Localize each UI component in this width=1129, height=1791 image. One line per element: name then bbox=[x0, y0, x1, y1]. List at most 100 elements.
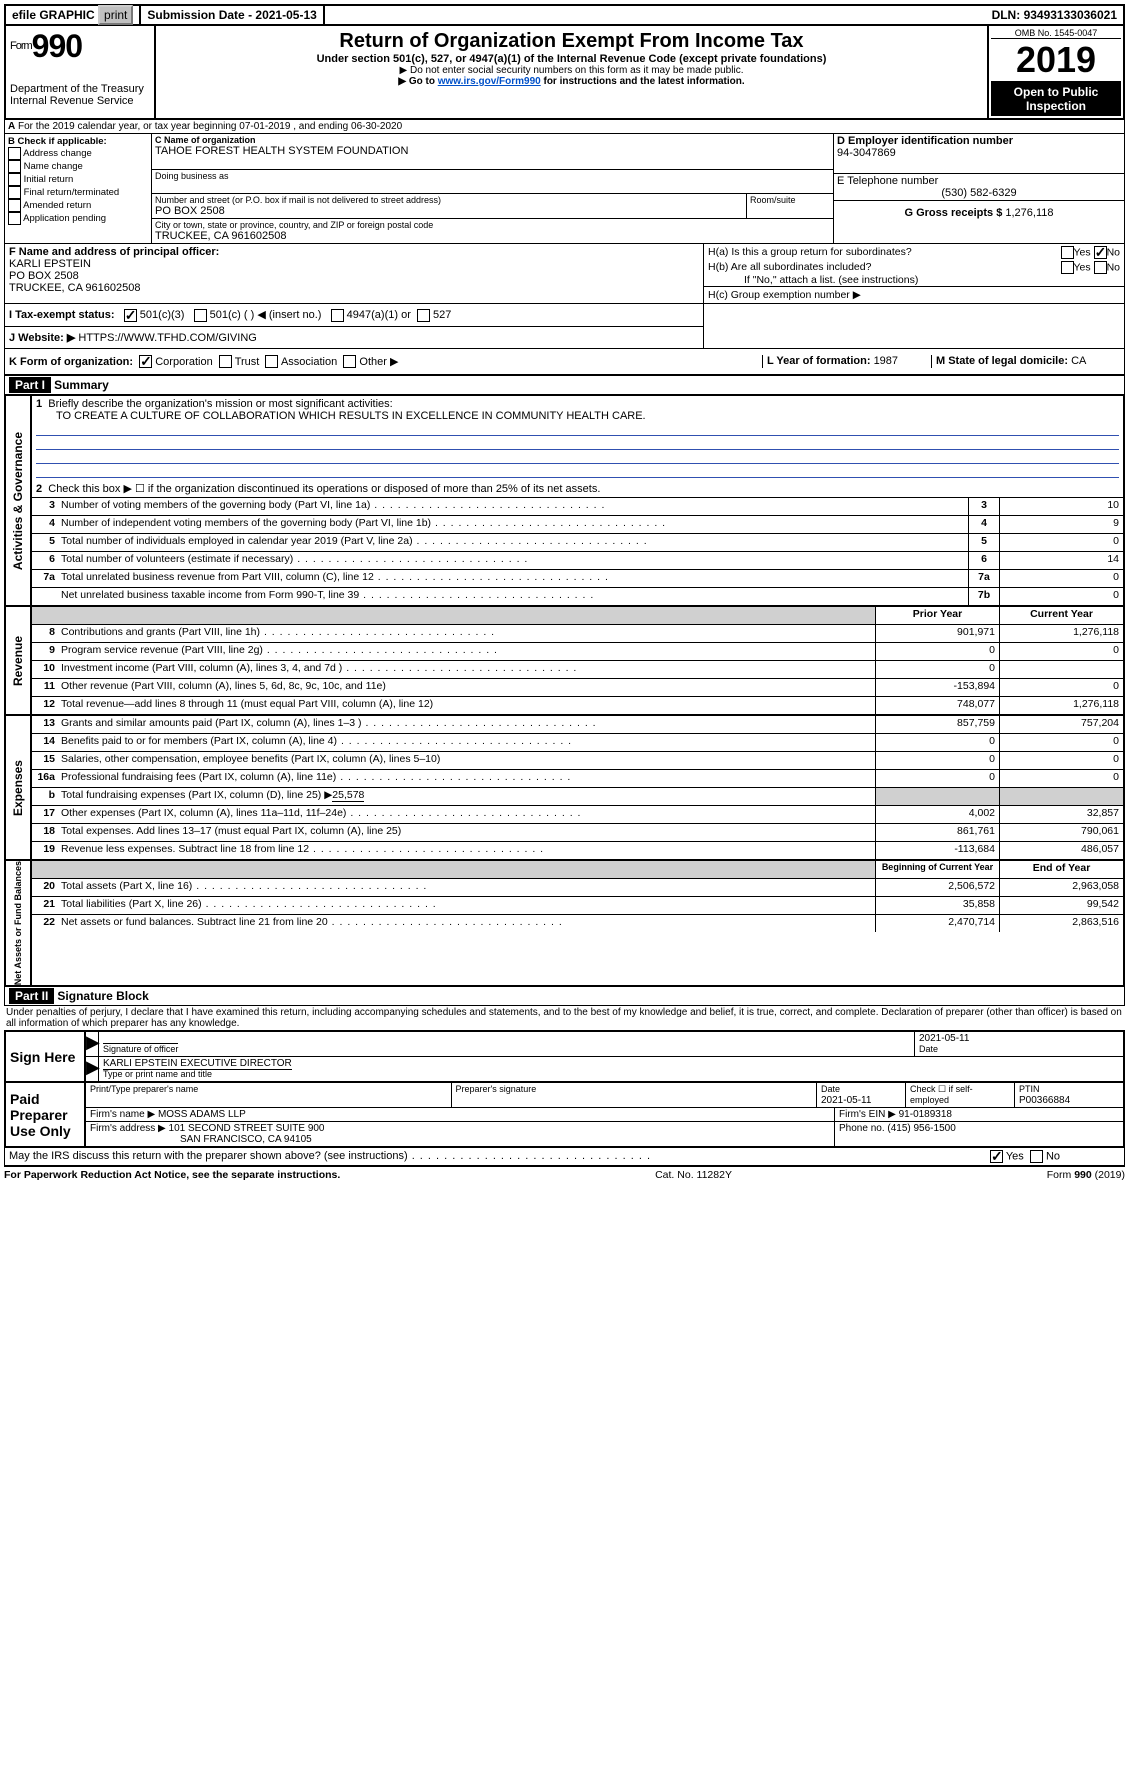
val6: 14 bbox=[999, 552, 1123, 569]
final-return-checkbox[interactable] bbox=[8, 186, 21, 199]
dba-label: Doing business as bbox=[155, 171, 830, 181]
val5: 0 bbox=[999, 534, 1123, 551]
paid-preparer-label: Paid Preparer Use Only bbox=[6, 1083, 86, 1146]
dept-label: Department of the Treasury Internal Reve… bbox=[10, 83, 150, 107]
section-f: F Name and address of principal officer:… bbox=[5, 244, 704, 303]
sig-officer-label: Signature of officer bbox=[103, 1043, 178, 1054]
discuss-no-checkbox[interactable] bbox=[1030, 1150, 1043, 1163]
tab-net-assets: Net Assets or Fund Balances bbox=[6, 861, 32, 985]
line19: Revenue less expenses. Subtract line 18 … bbox=[58, 842, 875, 859]
line6: Total number of volunteers (estimate if … bbox=[58, 552, 968, 569]
c-name-label: C Name of organization bbox=[155, 135, 830, 145]
4947-checkbox[interactable] bbox=[331, 309, 344, 322]
corp-checkbox[interactable] bbox=[139, 355, 152, 368]
note-ssn: ▶ Do not enter social security numbers o… bbox=[160, 65, 983, 76]
hdr-beg: Beginning of Current Year bbox=[875, 861, 999, 878]
dln: DLN: 93493133036021 bbox=[986, 6, 1123, 24]
line8: Contributions and grants (Part VIII, lin… bbox=[58, 625, 875, 642]
e-label: E Telephone number bbox=[837, 175, 938, 187]
line16a: Professional fundraising fees (Part IX, … bbox=[58, 770, 875, 787]
line22: Net assets or fund balances. Subtract li… bbox=[58, 915, 875, 932]
g-label: G Gross receipts $ bbox=[904, 207, 1005, 219]
org-name: TAHOE FOREST HEALTH SYSTEM FOUNDATION bbox=[155, 145, 830, 157]
section-k: K Form of organization: Corporation Trus… bbox=[9, 355, 762, 369]
assoc-checkbox[interactable] bbox=[265, 355, 278, 368]
website-url[interactable]: HTTPS://WWW.TFHD.COM/GIVING bbox=[78, 332, 256, 344]
tax-year: 2019 bbox=[991, 39, 1121, 82]
mission-text: TO CREATE A CULTURE OF COLLABORATION WHI… bbox=[36, 410, 1119, 422]
line3: Number of voting members of the governin… bbox=[58, 498, 968, 515]
h-a: H(a) Is this a group return for subordin… bbox=[708, 246, 1061, 259]
address-change-checkbox[interactable] bbox=[8, 147, 21, 160]
line2: Check this box ▶ ☐ if the organization d… bbox=[48, 483, 600, 495]
l-label: L Year of formation: bbox=[767, 355, 874, 367]
section-b: B Check if applicable: Address change Na… bbox=[5, 134, 152, 243]
line4: Number of independent voting members of … bbox=[58, 516, 968, 533]
val3: 10 bbox=[999, 498, 1123, 515]
instructions-link[interactable]: www.irs.gov/Form990 bbox=[438, 76, 541, 87]
open-inspection: Open to Public Inspection bbox=[991, 82, 1121, 116]
form-subtitle: Under section 501(c), 527, or 4947(a)(1)… bbox=[160, 53, 983, 65]
ein: 94-3047869 bbox=[837, 147, 896, 159]
hdr-curr: Current Year bbox=[999, 607, 1123, 624]
line10: Investment income (Part VIII, column (A)… bbox=[58, 661, 875, 678]
h-b-note: If "No," attach a list. (see instruction… bbox=[704, 274, 1124, 286]
501c-checkbox[interactable] bbox=[194, 309, 207, 322]
501c3-checkbox[interactable] bbox=[124, 309, 137, 322]
part1-title: Summary bbox=[54, 378, 109, 392]
line16b: Total fundraising expenses (Part IX, col… bbox=[58, 788, 875, 805]
i-label: I Tax-exempt status: bbox=[9, 309, 115, 321]
amended-return-checkbox[interactable] bbox=[8, 199, 21, 212]
note-link: ▶ Go to www.irs.gov/Form990 for instruct… bbox=[160, 76, 983, 87]
tab-revenue: Revenue bbox=[6, 607, 32, 714]
j-label: J Website: ▶ bbox=[9, 332, 78, 344]
ha-yes-checkbox[interactable] bbox=[1061, 246, 1074, 259]
line1-label: Briefly describe the organization's miss… bbox=[48, 398, 392, 410]
line7a: Total unrelated business revenue from Pa… bbox=[58, 570, 968, 587]
addr-label: Number and street (or P.O. box if mail i… bbox=[155, 195, 743, 205]
hb-yes-checkbox[interactable] bbox=[1061, 261, 1074, 274]
footer: For Paperwork Reduction Act Notice, see … bbox=[4, 1167, 1125, 1181]
other-checkbox[interactable] bbox=[343, 355, 356, 368]
tab-activities: Activities & Governance bbox=[6, 396, 32, 605]
trust-checkbox[interactable] bbox=[219, 355, 232, 368]
tab-expenses: Expenses bbox=[6, 716, 32, 859]
d-label: D Employer identification number bbox=[837, 135, 1013, 147]
line17: Other expenses (Part IX, column (A), lin… bbox=[58, 806, 875, 823]
part2-title: Signature Block bbox=[57, 989, 148, 1003]
declaration: Under penalties of perjury, I declare th… bbox=[4, 1006, 1125, 1030]
form-header: Form990 Department of the Treasury Inter… bbox=[4, 26, 1125, 120]
line18: Total expenses. Add lines 13–17 (must eq… bbox=[58, 824, 875, 841]
form-number: Form990 bbox=[10, 28, 150, 65]
top-bar: efile GRAPHIC print Submission Date - 20… bbox=[4, 4, 1125, 26]
discuss-yes-checkbox[interactable] bbox=[990, 1150, 1003, 1163]
line14: Benefits paid to or for members (Part IX… bbox=[58, 734, 875, 751]
discuss-line: May the IRS discuss this return with the… bbox=[9, 1150, 990, 1163]
line15: Salaries, other compensation, employee b… bbox=[58, 752, 875, 769]
line7b: Net unrelated business taxable income fr… bbox=[58, 588, 968, 605]
org-address: PO BOX 2508 bbox=[155, 205, 743, 217]
val7b: 0 bbox=[999, 588, 1123, 605]
line12: Total revenue—add lines 8 through 11 (mu… bbox=[58, 697, 875, 714]
date-label: Date bbox=[919, 1044, 938, 1054]
sign-here-label: Sign Here bbox=[6, 1032, 86, 1081]
ha-no-checkbox[interactable] bbox=[1094, 246, 1107, 259]
submission-date: Submission Date - 2021-05-13 bbox=[141, 6, 324, 24]
hb-no-checkbox[interactable] bbox=[1094, 261, 1107, 274]
firm-name: MOSS ADAMS LLP bbox=[158, 1109, 246, 1120]
city-label: City or town, state or province, country… bbox=[155, 220, 830, 230]
line9: Program service revenue (Part VIII, line… bbox=[58, 643, 875, 660]
part2-tag: Part II bbox=[9, 988, 54, 1004]
hdr-prior: Prior Year bbox=[875, 607, 999, 624]
line11: Other revenue (Part VIII, column (A), li… bbox=[58, 679, 875, 696]
print-button[interactable]: print bbox=[98, 5, 133, 25]
line21: Total liabilities (Part X, line 26) bbox=[58, 897, 875, 914]
omb: OMB No. 1545-0047 bbox=[991, 28, 1121, 39]
initial-return-checkbox[interactable] bbox=[8, 173, 21, 186]
val7a: 0 bbox=[999, 570, 1123, 587]
name-change-checkbox[interactable] bbox=[8, 160, 21, 173]
application-pending-checkbox[interactable] bbox=[8, 212, 21, 225]
527-checkbox[interactable] bbox=[417, 309, 430, 322]
org-city: TRUCKEE, CA 961602508 bbox=[155, 230, 830, 242]
line13: Grants and similar amounts paid (Part IX… bbox=[58, 716, 875, 733]
